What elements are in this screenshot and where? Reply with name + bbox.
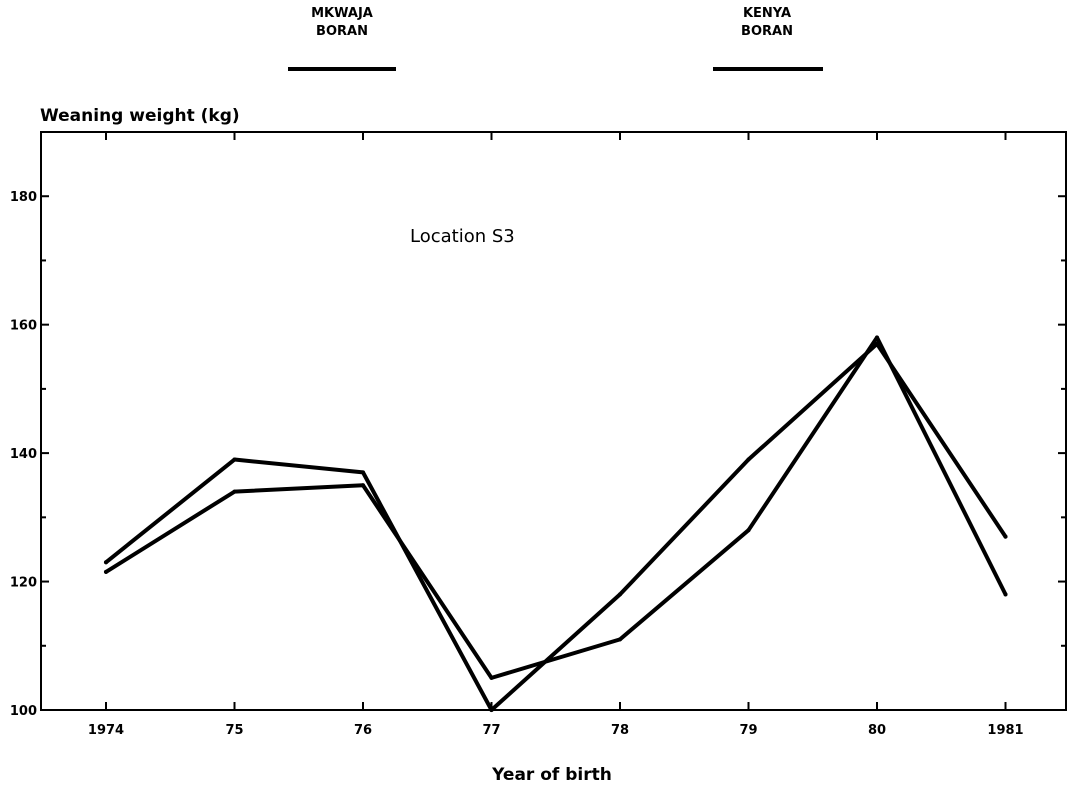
series-line-kenya-boran <box>104 335 1008 680</box>
data-point <box>1003 534 1008 539</box>
x-axis-title: Year of birth <box>491 765 612 785</box>
legend-label-mkwaja-boran: MKWAJA BORAN <box>272 5 412 41</box>
y-axis: 100 120 140 160 180 <box>10 131 1066 719</box>
legend-label-kenya-boran: KENYA BORAN <box>697 5 837 41</box>
series-group <box>104 335 1008 712</box>
y-tick-label: 100 <box>10 704 37 719</box>
data-point <box>746 457 751 462</box>
x-tick-label: 1981 <box>987 723 1023 738</box>
data-point <box>875 335 879 340</box>
legend-label-mkwaja-line2: BORAN <box>316 24 368 39</box>
x-tick-label: 79 <box>739 723 757 738</box>
data-point <box>746 528 751 533</box>
y-tick-label: 140 <box>10 447 37 462</box>
plot-frame <box>40 131 1067 711</box>
data-point <box>361 470 365 475</box>
data-point <box>1003 592 1008 597</box>
data-point <box>361 483 365 488</box>
x-tick-label: 80 <box>868 723 886 738</box>
y-tick-label: 120 <box>10 576 37 591</box>
data-point <box>489 708 494 712</box>
legend-swatch-kenya-boran <box>713 67 823 71</box>
data-point <box>232 489 237 494</box>
legend-label-mkwaja-line1: MKWAJA <box>311 6 373 21</box>
x-tick-label: 1974 <box>88 723 124 738</box>
y-tick-label: 160 <box>10 319 37 334</box>
x-tick-label: 78 <box>611 723 629 738</box>
legend-label-kenya-line2: BORAN <box>741 24 793 39</box>
y-axis-title: Weaning weight (kg) <box>40 106 240 126</box>
data-point <box>232 457 237 462</box>
series-line-mkwaja-boran <box>104 341 1008 712</box>
x-tick-label: 75 <box>225 723 243 738</box>
legend-label-kenya-line1: KENYA <box>742 6 792 21</box>
x-tick-label: 77 <box>482 723 500 738</box>
y-tick-label: 180 <box>10 190 37 205</box>
x-axis: 1974 75 76 77 78 79 80 1981 <box>88 132 1024 738</box>
legend-swatch-mkwaja-boran <box>288 67 396 71</box>
data-point <box>618 592 622 597</box>
data-point <box>104 569 108 574</box>
data-point <box>104 560 108 565</box>
location-annotation: Location S3 <box>410 226 515 247</box>
x-tick-label: 76 <box>354 723 372 738</box>
data-point <box>618 637 622 642</box>
data-point <box>489 675 494 680</box>
